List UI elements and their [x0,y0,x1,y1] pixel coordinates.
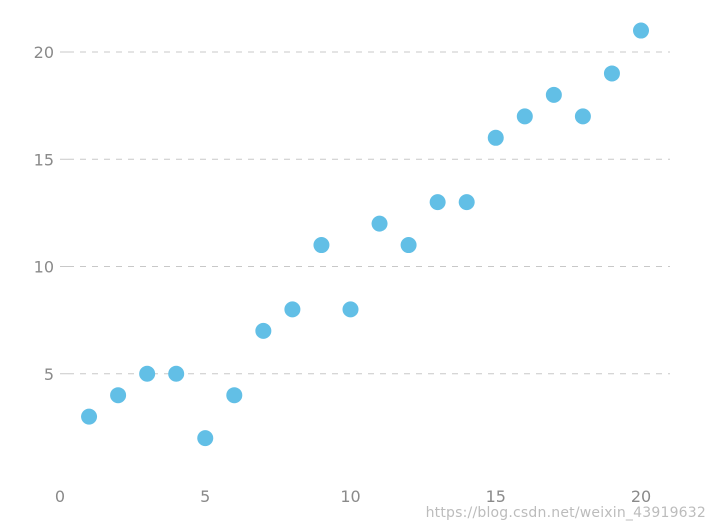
grid-lines [68,51,670,375]
data-point-10 [342,301,359,318]
data-point-4 [168,365,185,382]
y-tick-label-10: 10 [34,258,54,277]
data-points [81,22,649,447]
data-point-19 [603,65,620,82]
watermark-text: https://blog.csdn.net/weixin_43919632 [425,505,706,521]
y-axis-ticks: 5 10 15 20 [34,43,68,384]
data-point-16 [516,108,533,125]
data-point-13 [429,194,446,211]
data-point-6 [226,387,243,404]
data-point-17 [545,86,562,103]
data-point-11 [371,215,388,232]
y-tick-label-15: 15 [34,150,54,169]
data-point-3 [139,365,156,382]
x-axis-ticks: 0 5 10 15 20 [55,487,651,506]
x-tick-label-0: 0 [55,487,65,506]
data-point-2 [110,387,127,404]
x-tick-label-15: 15 [486,487,506,506]
y-tick-label-5: 5 [44,365,54,384]
data-point-20 [633,22,649,39]
data-point-7 [255,322,272,339]
x-tick-label-20: 20 [631,487,651,506]
y-tick-label-20: 20 [34,43,54,62]
data-point-9 [313,237,330,254]
data-point-5 [197,430,214,447]
x-tick-label-10: 10 [340,487,360,506]
data-point-12 [400,237,417,254]
data-point-8 [284,301,301,318]
data-point-1 [81,408,98,425]
data-point-15 [487,129,504,146]
x-tick-label-5: 5 [200,487,210,506]
data-point-18 [574,108,591,125]
data-point-14 [458,194,475,211]
